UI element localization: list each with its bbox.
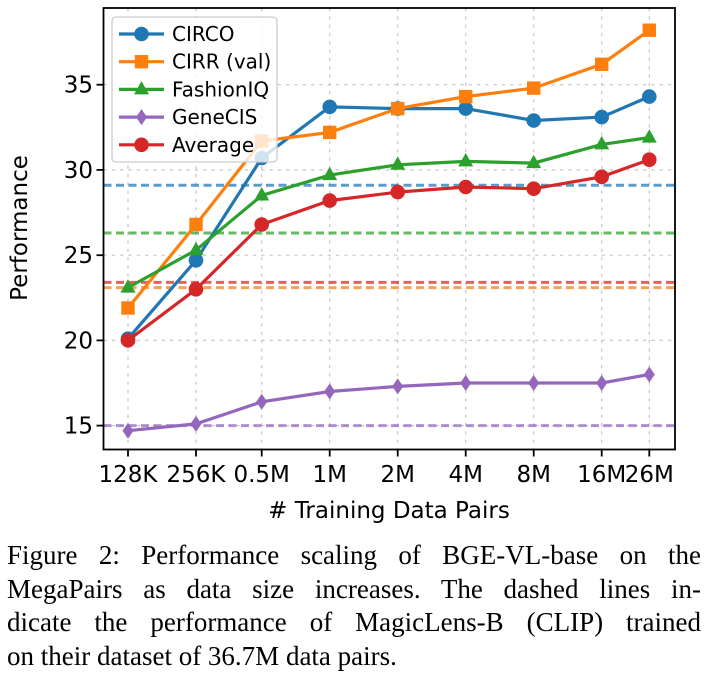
x-tick-label: 0.5M — [233, 462, 289, 488]
x-axis-label: # Training Data Pairs — [268, 498, 510, 524]
series-marker-fashioniq — [458, 153, 474, 167]
x-tick-label: 1M — [312, 462, 346, 488]
series-marker-circo — [322, 99, 338, 115]
legend-label-genecis: GeneCIS — [172, 105, 257, 129]
series-marker-genecis — [528, 375, 540, 391]
legend-marker-fashioniq — [134, 81, 149, 95]
x-tick-label: 4M — [448, 462, 482, 488]
legend-marker-average — [134, 137, 149, 153]
series-marker-cirr-val- — [595, 57, 609, 71]
series-marker-average — [594, 169, 609, 185]
series-marker-fashioniq — [120, 279, 136, 293]
y-tick-label: 15 — [64, 414, 93, 440]
series-marker-cirr-val- — [459, 89, 473, 104]
legend-marker-circo — [134, 26, 149, 42]
series-marker-fashioniq — [254, 187, 270, 201]
series-marker-circo — [526, 113, 541, 128]
series-marker-cirr-val- — [189, 217, 203, 232]
series-line-average — [127, 158, 650, 342]
caption-line-4: on their dataset of 36.7M data pairs. — [7, 640, 397, 671]
y-axis-label: Performance — [7, 155, 33, 301]
series-marker-cirr-val- — [323, 125, 337, 140]
series-marker-average — [526, 181, 541, 196]
series-marker-average — [322, 193, 338, 208]
series-marker-average — [390, 184, 406, 200]
y-tick-label: 20 — [64, 328, 93, 354]
series-marker-fashioniq — [390, 156, 406, 170]
y-tick-label: 35 — [64, 73, 93, 99]
x-tick-label: 8M — [516, 462, 550, 488]
series-marker-circo — [458, 101, 474, 116]
series-marker-genecis — [460, 375, 472, 391]
series-marker-cirr-val- — [527, 81, 541, 95]
x-tick-label: 128K — [99, 462, 159, 488]
series-marker-circo — [188, 252, 204, 268]
legend-box — [111, 16, 278, 163]
series-marker-circo — [642, 89, 657, 104]
series-marker-genecis — [122, 422, 134, 439]
figure-caption: Figure 2: Performance scaling of BGE-VL-… — [7, 539, 701, 673]
legend-marker-genecis — [136, 109, 147, 126]
series-marker-cirr-val- — [121, 301, 135, 315]
x-tick-label: 26M — [625, 462, 674, 488]
y-tick-label: 30 — [64, 158, 93, 184]
series-marker-fashioniq — [526, 154, 542, 169]
legend-label-fashioniq: FashionIQ — [172, 77, 269, 101]
legend-marker-cirr-val- — [134, 55, 149, 69]
series-marker-fashioniq — [188, 241, 204, 256]
legend-label-circo: CIRCO — [172, 22, 234, 46]
series-marker-average — [458, 179, 474, 195]
series-marker-genecis — [190, 415, 202, 432]
series-marker-circo — [594, 109, 609, 125]
x-tick-label: 2M — [380, 462, 414, 488]
series-marker-fashioniq — [594, 136, 610, 150]
caption-line-2: MegaPairs as data size increases. The da… — [7, 573, 701, 604]
x-tick-label: 16M — [577, 462, 626, 488]
series-marker-genecis — [324, 383, 336, 400]
series-marker-genecis — [392, 378, 404, 395]
series-marker-cirr-val- — [391, 101, 405, 116]
series-marker-fashioniq — [322, 166, 338, 181]
series-line-genecis — [127, 372, 650, 433]
series-marker-genecis — [643, 366, 655, 383]
plot-border — [102, 7, 676, 451]
series-marker-cirr-val- — [642, 23, 656, 37]
caption-line-3: dicate the performance of MagicLens-B (C… — [7, 607, 701, 637]
series-marker-average — [642, 152, 657, 167]
series-marker-average — [188, 282, 204, 297]
series-marker-genecis — [256, 393, 268, 410]
y-tick-label: 25 — [64, 243, 93, 269]
series-marker-average — [254, 217, 269, 232]
caption-line-1: Figure 2: Performance scaling of BGE-VL-… — [7, 540, 701, 570]
legend-label-average: Average — [172, 133, 254, 157]
legend-label-cirr-val-: CIRR (val) — [172, 50, 271, 74]
x-tick-label: 256K — [167, 462, 227, 488]
series-marker-fashioniq — [641, 129, 657, 143]
series-marker-genecis — [596, 375, 608, 391]
series-marker-average — [120, 333, 136, 348]
